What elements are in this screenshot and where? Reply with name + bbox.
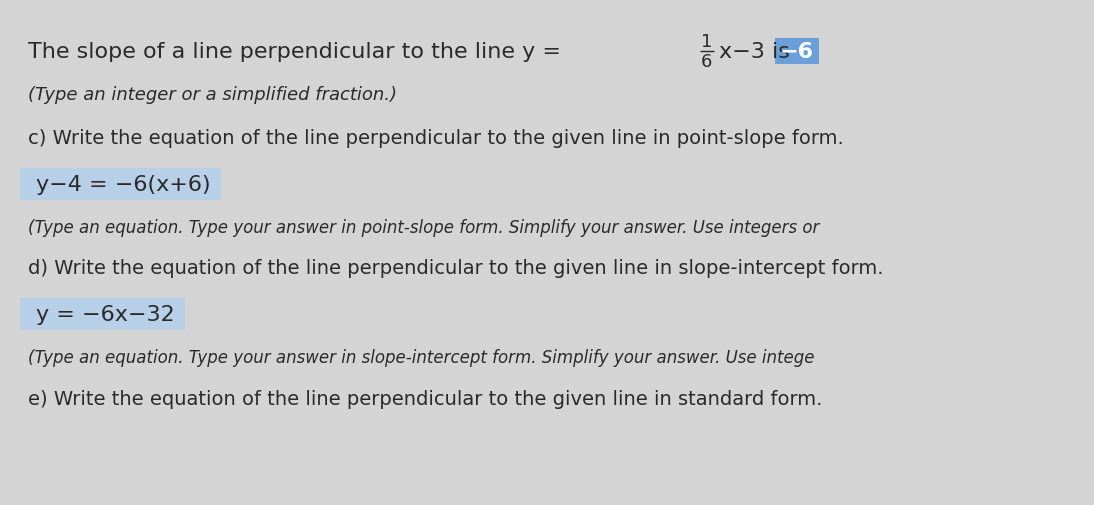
Text: (Type an integer or a simplified fraction.): (Type an integer or a simplified fractio… — [28, 86, 397, 104]
Bar — [20, 298, 185, 330]
Text: y−4 = −6(x+6): y−4 = −6(x+6) — [36, 175, 211, 194]
Text: 6: 6 — [701, 53, 712, 71]
Bar — [775, 39, 818, 65]
Text: −6: −6 — [779, 42, 814, 62]
Text: (Type an equation. Type your answer in point-slope form. Simplify your answer. U: (Type an equation. Type your answer in p… — [28, 219, 819, 236]
Text: d) Write the equation of the line perpendicular to the given line in slope-inter: d) Write the equation of the line perpen… — [28, 258, 884, 277]
Text: c) Write the equation of the line perpendicular to the given line in point-slope: c) Write the equation of the line perpen… — [28, 128, 843, 147]
Text: y = −6x−32: y = −6x−32 — [36, 305, 175, 324]
Bar — [20, 169, 221, 200]
Text: (Type an equation. Type your answer in slope-intercept form. Simplify your answe: (Type an equation. Type your answer in s… — [28, 348, 815, 366]
Text: The slope of a line perpendicular to the line y =: The slope of a line perpendicular to the… — [28, 42, 568, 62]
Text: x−3 is: x−3 is — [719, 42, 790, 62]
Text: e) Write the equation of the line perpendicular to the given line in standard fo: e) Write the equation of the line perpen… — [28, 390, 823, 409]
Text: 1: 1 — [701, 33, 712, 51]
